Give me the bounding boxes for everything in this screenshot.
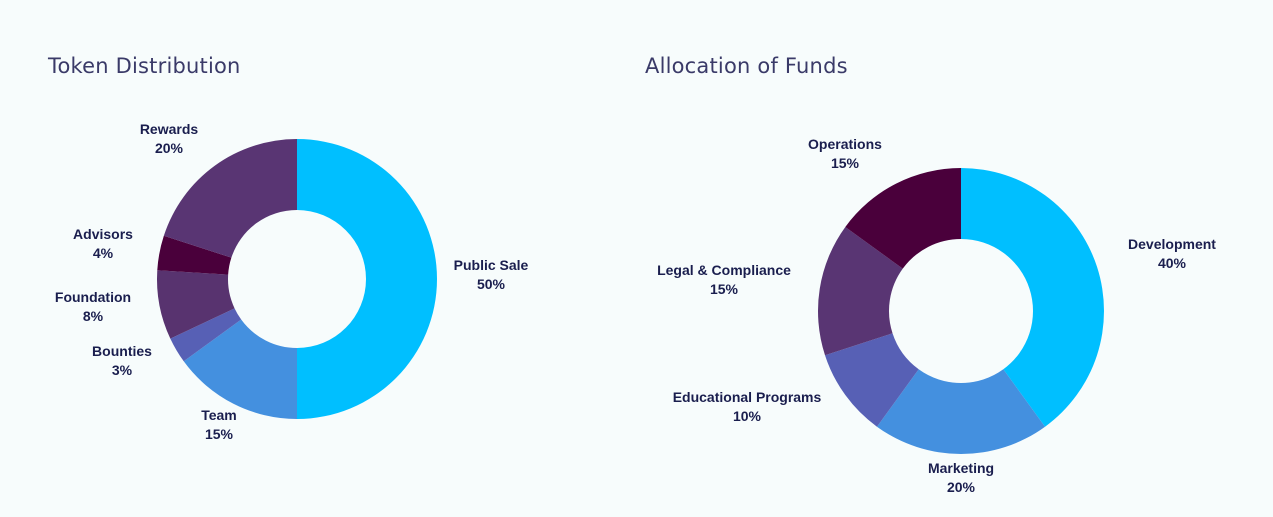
donut-slice-foundation <box>157 270 235 339</box>
slice-label-percent: 15% <box>831 155 860 171</box>
slice-label-name: Development <box>1128 236 1216 252</box>
slice-label-percent: 10% <box>733 408 762 424</box>
slice-label-percent: 3% <box>112 362 133 378</box>
token-distribution-donut: Public Sale 50% Team 15% Bounties 3% Foundatio… <box>55 121 529 442</box>
slice-label-legal-compliance: Legal & Compliance 15% <box>657 262 791 297</box>
donut-slice-team <box>183 319 297 419</box>
slice-label-percent: 20% <box>155 140 184 156</box>
slice-label-percent: 40% <box>1158 255 1187 271</box>
chart-title: Token Distribution <box>48 54 241 78</box>
slice-label-advisors: Advisors 4% <box>73 226 133 261</box>
slice-label-educational-programs: Educational Programs 10% <box>673 389 822 424</box>
donut-slice-public-sale <box>297 139 437 419</box>
slice-label-name: Rewards <box>140 121 199 137</box>
slice-label-bounties: Bounties 3% <box>92 343 152 378</box>
donut-slice-advisors <box>157 235 232 275</box>
slice-label-percent: 15% <box>710 281 739 297</box>
slice-label-name: Marketing <box>928 460 994 476</box>
token-distribution-panel: Token Distribution Public Sale 50% Team 15%… <box>0 0 620 517</box>
chart-title: Allocation of Funds <box>645 54 848 78</box>
slice-label-name: Educational Programs <box>673 389 822 405</box>
donut-slice-bounties <box>170 308 242 362</box>
slice-label-name: Advisors <box>73 226 133 242</box>
slice-label-name: Legal & Compliance <box>657 262 791 278</box>
allocation-of-funds-donut: Development 40% Marketing 20% Educational Pr… <box>657 136 1216 495</box>
allocation-of-funds-panel: Allocation of Funds Development 40% Market… <box>620 0 1273 517</box>
slice-label-marketing: Marketing 20% <box>928 460 994 495</box>
slice-label-team: Team 15% <box>201 407 237 442</box>
slice-label-foundation: Foundation 8% <box>55 289 131 324</box>
slice-label-name: Bounties <box>92 343 152 359</box>
slice-label-percent: 50% <box>477 276 506 292</box>
donut-slice-legal-compliance <box>818 226 903 356</box>
slice-label-percent: 4% <box>93 245 114 261</box>
donut-slice-marketing <box>876 369 1046 454</box>
slice-label-operations: Operations 15% <box>808 136 882 171</box>
slice-label-name: Foundation <box>55 289 131 305</box>
slice-label-name: Public Sale <box>454 257 529 273</box>
slice-label-name: Operations <box>808 136 882 152</box>
donut-slice-development <box>961 168 1104 427</box>
slice-label-percent: 8% <box>83 308 104 324</box>
slice-label-name: Team <box>201 407 237 423</box>
slice-label-public-sale: Public Sale 50% <box>454 257 529 292</box>
slice-label-percent: 15% <box>205 426 234 442</box>
donut-slice-educational-programs <box>824 333 919 427</box>
slice-label-percent: 20% <box>947 479 976 495</box>
donut-slice-rewards <box>163 139 297 258</box>
slice-label-development: Development 40% <box>1128 236 1216 271</box>
slice-label-rewards: Rewards 20% <box>140 121 199 156</box>
donut-slice-operations <box>845 168 961 269</box>
